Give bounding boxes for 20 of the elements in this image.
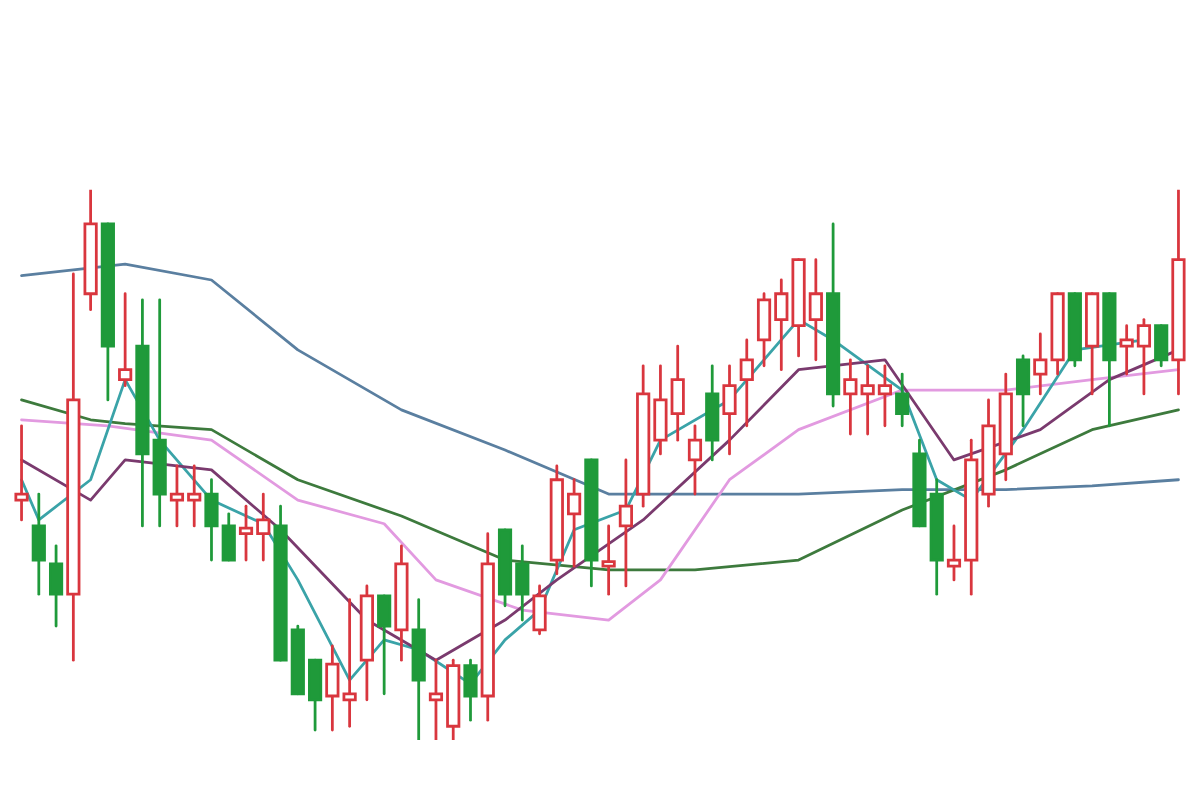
candlestick [1033, 332, 1048, 396]
candlestick [342, 598, 357, 728]
candlestick [463, 658, 478, 722]
candlestick [843, 358, 858, 436]
candlestick [618, 458, 633, 588]
candlestick [31, 492, 46, 596]
candlestick [377, 594, 392, 696]
candlestick [532, 584, 547, 636]
candlestick [1015, 354, 1031, 428]
candlestick [739, 338, 754, 428]
candlestick [705, 364, 720, 462]
candlestick [601, 524, 616, 596]
candlestick [48, 544, 64, 628]
candlestick [687, 424, 703, 496]
candlestick [14, 424, 29, 522]
candlestick [118, 292, 133, 388]
candlestick [325, 644, 340, 732]
candlestick [722, 364, 737, 456]
candlestick [895, 372, 910, 428]
candlestick [1154, 324, 1169, 368]
